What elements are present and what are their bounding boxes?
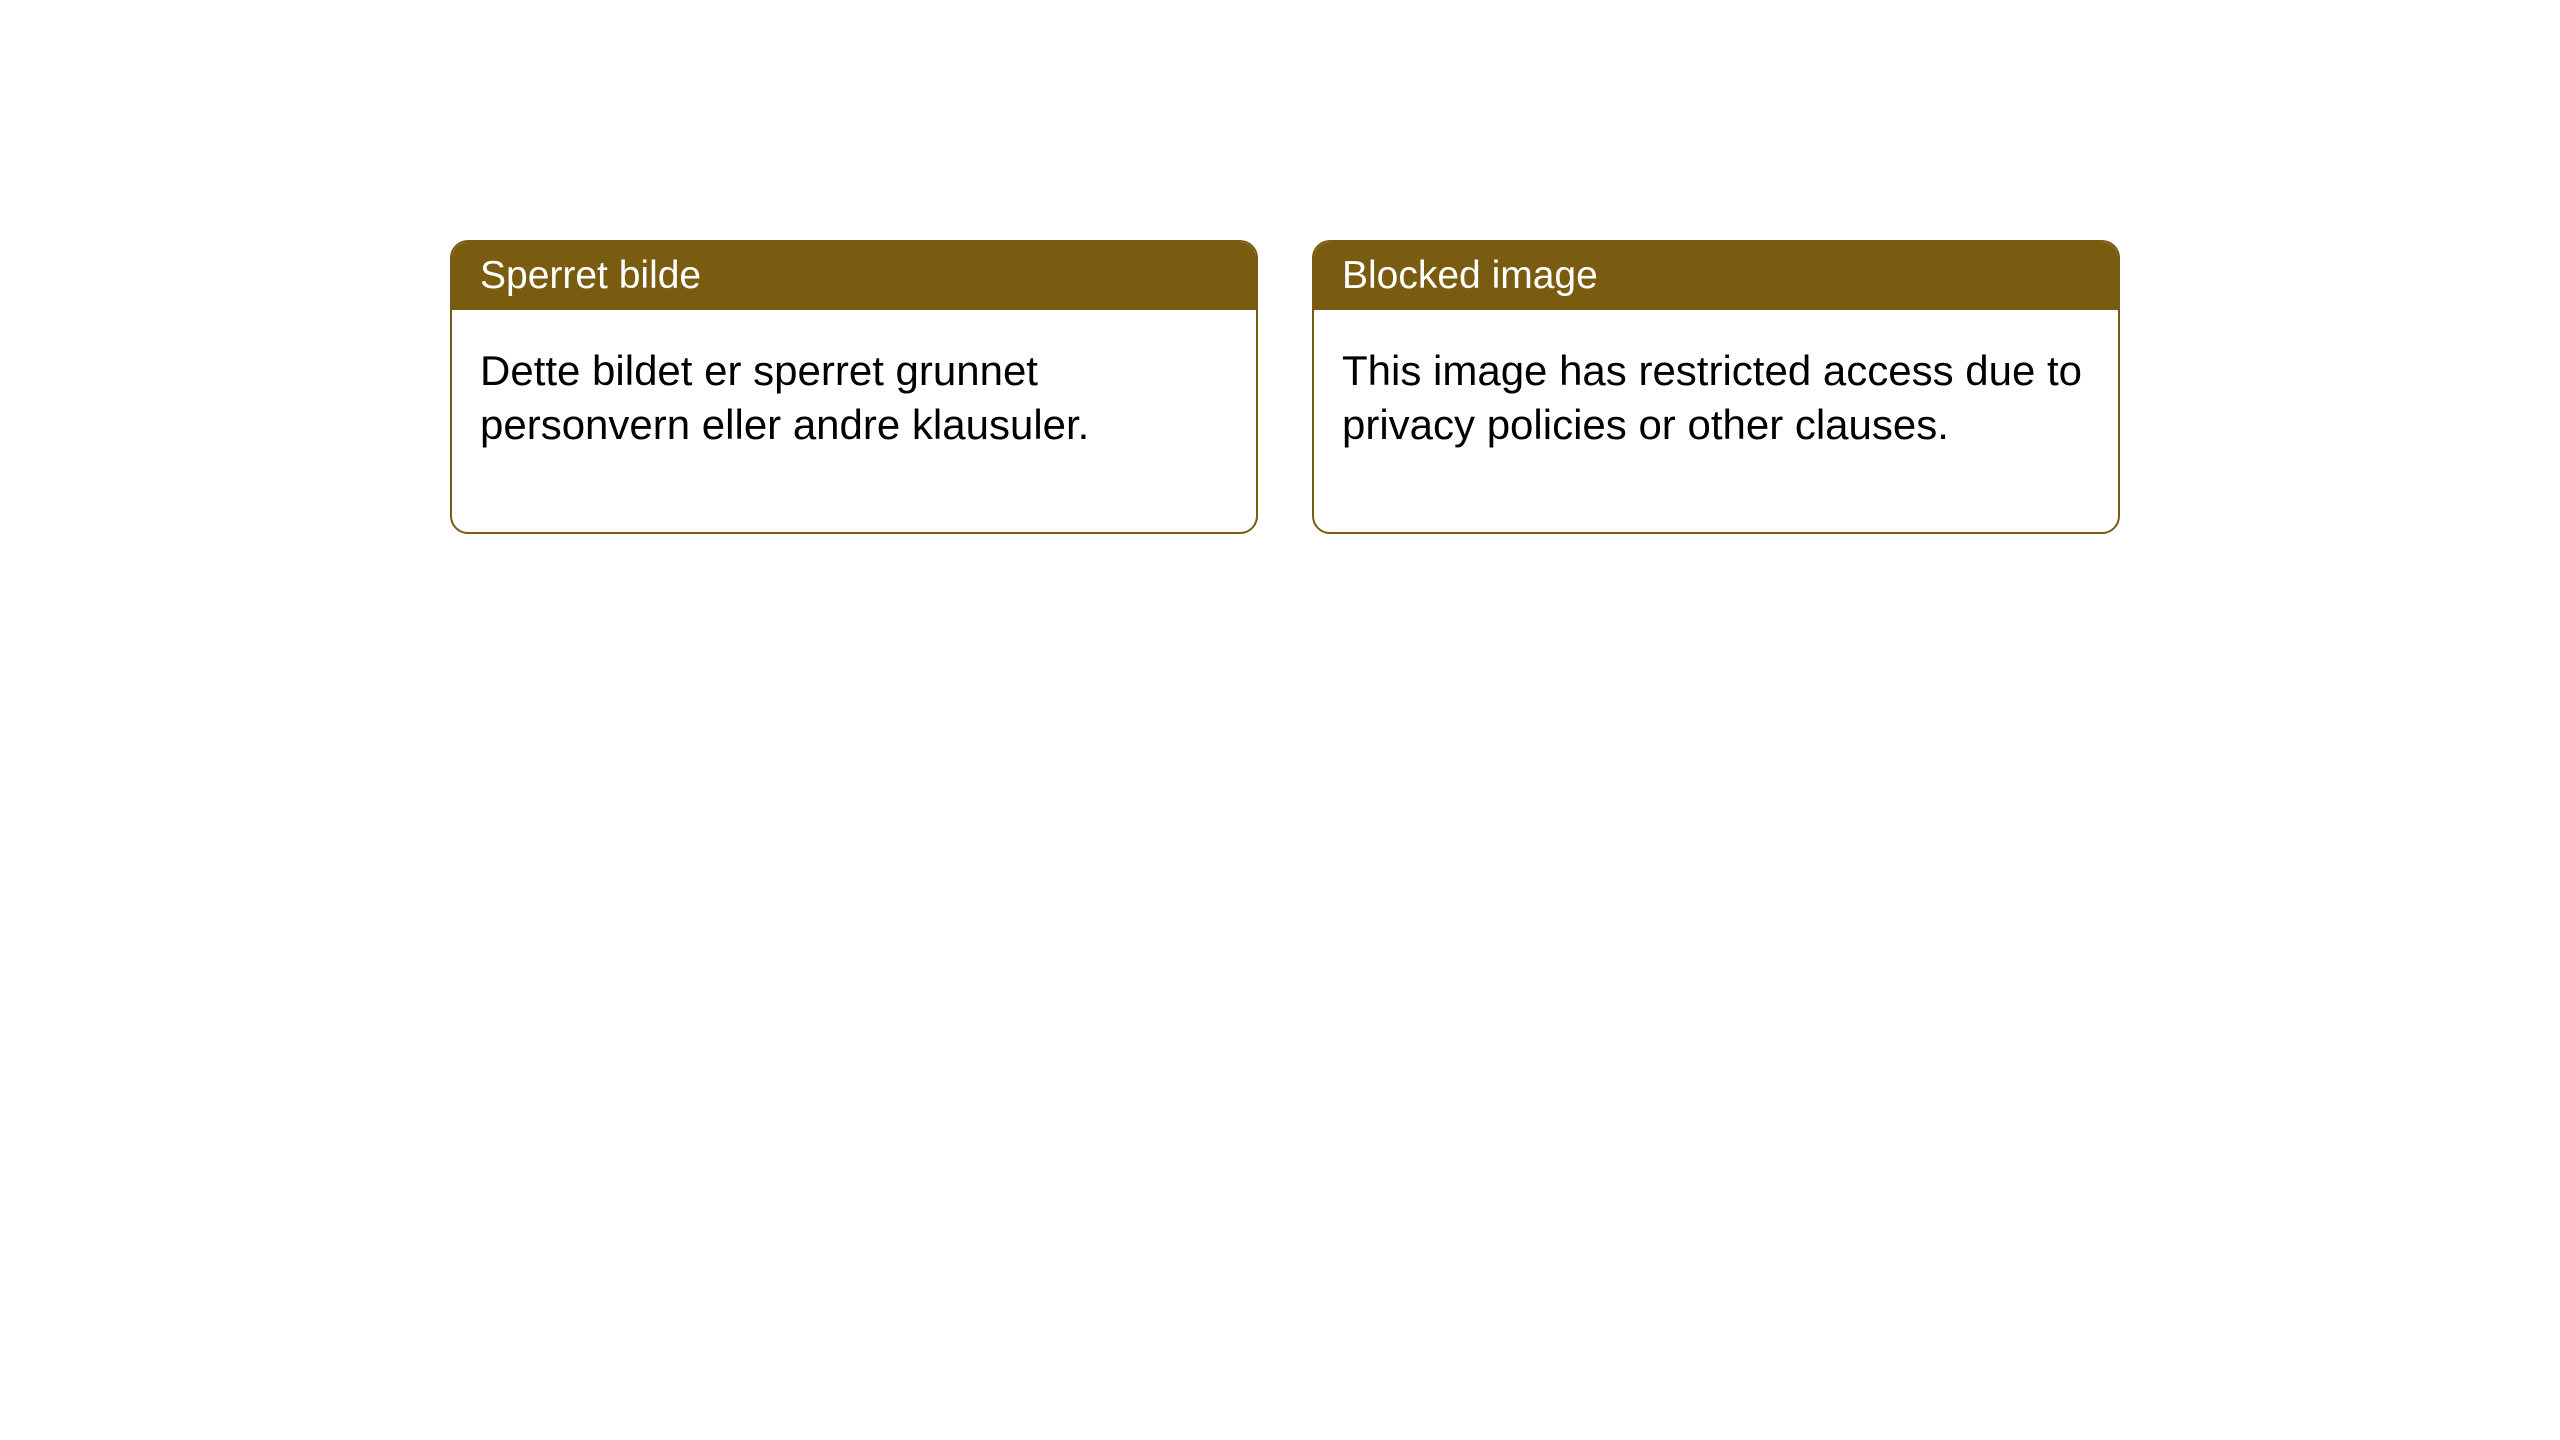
card-title-norwegian: Sperret bilde	[452, 242, 1256, 310]
card-body-norwegian: Dette bildet er sperret grunnet personve…	[452, 310, 1256, 532]
card-body-english: This image has restricted access due to …	[1314, 310, 2118, 532]
notice-cards-container: Sperret bilde Dette bildet er sperret gr…	[450, 240, 2120, 534]
blocked-image-card-norwegian: Sperret bilde Dette bildet er sperret gr…	[450, 240, 1258, 534]
blocked-image-card-english: Blocked image This image has restricted …	[1312, 240, 2120, 534]
card-title-english: Blocked image	[1314, 242, 2118, 310]
